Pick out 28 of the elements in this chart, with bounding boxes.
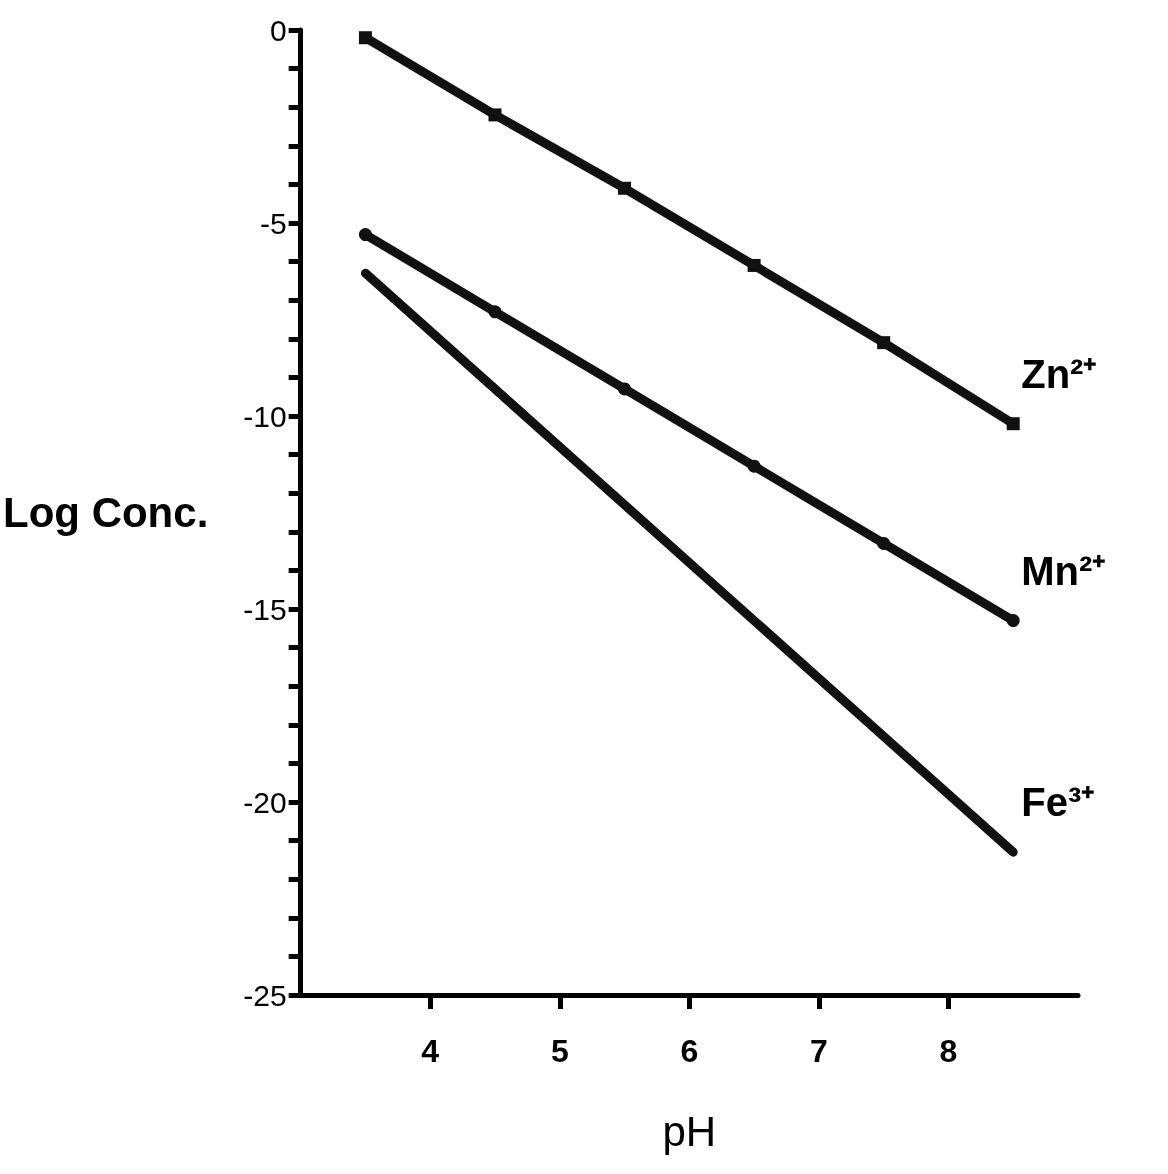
point (618, 181, 632, 195)
y-tick-label: -25 (243, 978, 287, 1012)
y-tick-label: -5 (259, 206, 287, 240)
x-tick-label: 7 (809, 1033, 828, 1069)
x-tick-label: 8 (939, 1033, 958, 1069)
point (747, 459, 761, 473)
series-label: Fe³⁺ (1021, 780, 1096, 825)
series-label: Zn²⁺ (1021, 351, 1098, 396)
point (358, 31, 372, 45)
y-tick-label: -15 (243, 592, 287, 626)
point (488, 108, 502, 122)
point (877, 336, 891, 350)
x-tick-label: 6 (680, 1033, 699, 1069)
point (618, 382, 632, 396)
point (358, 228, 372, 242)
point (747, 258, 761, 272)
series-label: Mn²⁺ (1021, 548, 1107, 593)
point (1006, 614, 1020, 628)
point (877, 536, 891, 550)
point (488, 305, 502, 319)
y-axis-title: Log Conc. (3, 489, 209, 536)
x-tick-label: 5 (550, 1033, 569, 1069)
point (1006, 417, 1020, 431)
y-tick-label: 0 (269, 13, 287, 47)
x-axis-title: pH (662, 1107, 717, 1155)
x-tick-label: 4 (421, 1033, 440, 1069)
y-tick-label: -10 (243, 399, 287, 433)
y-tick-label: -20 (243, 785, 287, 819)
